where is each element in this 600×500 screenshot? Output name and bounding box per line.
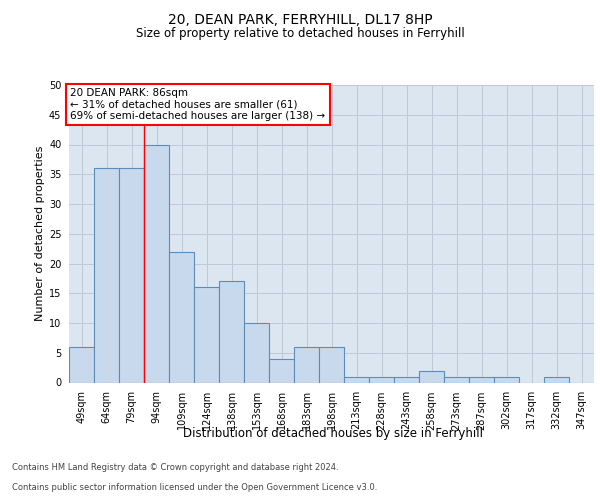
Bar [394,376,419,382]
Bar [319,347,344,382]
Text: Contains public sector information licensed under the Open Government Licence v3: Contains public sector information licen… [12,484,377,492]
Bar [344,376,369,382]
Text: 20 DEAN PARK: 86sqm
← 31% of detached houses are smaller (61)
69% of semi-detach: 20 DEAN PARK: 86sqm ← 31% of detached ho… [70,88,325,121]
Bar [269,358,294,382]
Bar [169,252,194,382]
Bar [219,282,244,382]
Bar [469,376,494,382]
Bar [69,347,94,382]
Bar [119,168,144,382]
Bar [544,376,569,382]
Bar [294,347,319,382]
Bar [444,376,469,382]
Bar [194,288,219,382]
Bar [494,376,519,382]
Y-axis label: Number of detached properties: Number of detached properties [35,146,44,322]
Bar [94,168,119,382]
Bar [419,370,444,382]
Bar [244,323,269,382]
Text: Distribution of detached houses by size in Ferryhill: Distribution of detached houses by size … [183,428,483,440]
Text: Contains HM Land Registry data © Crown copyright and database right 2024.: Contains HM Land Registry data © Crown c… [12,464,338,472]
Text: Size of property relative to detached houses in Ferryhill: Size of property relative to detached ho… [136,28,464,40]
Bar [369,376,394,382]
Text: 20, DEAN PARK, FERRYHILL, DL17 8HP: 20, DEAN PARK, FERRYHILL, DL17 8HP [167,12,433,26]
Bar [144,144,169,382]
